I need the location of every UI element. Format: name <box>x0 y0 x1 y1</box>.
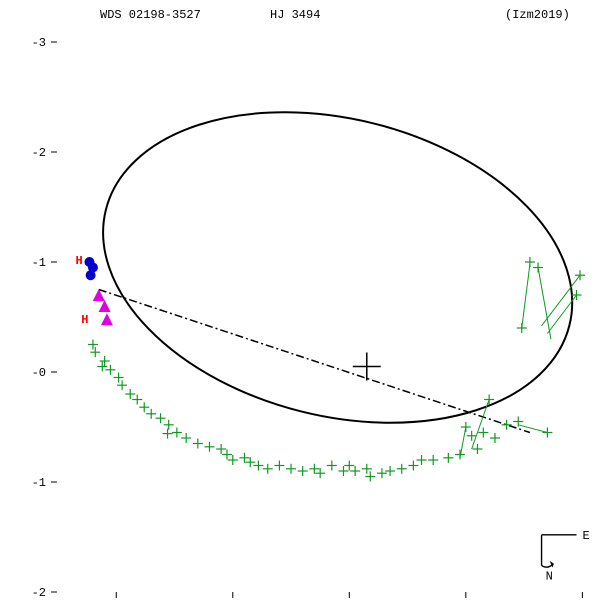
obs-point-green <box>274 461 284 471</box>
obs-point-green <box>239 453 249 463</box>
orbit-ellipse <box>70 66 600 470</box>
obs-point-green <box>338 466 348 476</box>
obs-point-green <box>472 444 482 454</box>
title-right: (Izm2019) <box>505 8 570 22</box>
ytick-label: -1 <box>32 256 46 270</box>
marker-label-h: H <box>75 254 82 268</box>
obs-point-green <box>525 257 535 267</box>
obs-point-green <box>385 466 395 476</box>
marker-label-h: H <box>81 313 88 327</box>
obs-point-green <box>502 420 512 430</box>
obs-point-green <box>513 417 523 427</box>
compass-label-e: E <box>583 529 590 543</box>
obs-point-green <box>315 468 325 478</box>
obs-point-green <box>216 444 226 454</box>
obs-point-green <box>490 433 500 443</box>
obs-point-green <box>90 347 100 357</box>
obs-point-green <box>222 450 232 460</box>
obs-point-green <box>88 340 98 350</box>
obs-point-green <box>156 413 166 423</box>
obs-point-green <box>443 453 453 463</box>
obs-point-green <box>533 263 543 273</box>
obs-point-green <box>286 464 296 474</box>
line-of-nodes <box>99 290 530 433</box>
obs-point-green <box>132 395 142 405</box>
residual-line <box>522 264 530 328</box>
obs-point-green <box>193 439 203 449</box>
obs-point-green <box>263 464 273 474</box>
title-left: WDS 02198-3527 <box>100 8 201 22</box>
obs-point-green <box>461 422 471 432</box>
obs-point-green <box>484 395 494 405</box>
obs-point-green <box>100 356 110 366</box>
ytick-label: -3 <box>32 36 46 50</box>
obs-point-green <box>228 455 238 465</box>
obs-point-green <box>455 450 465 460</box>
obs-point-magenta <box>99 300 111 312</box>
residual-line <box>518 425 547 433</box>
residual-line <box>460 427 466 458</box>
residual-line <box>472 400 489 450</box>
orbit-plot: WDS 02198-3527 HJ 3494 (Izm2019) -2 -1 -0 -1 -2… <box>0 0 600 600</box>
obs-point-green <box>542 428 552 438</box>
obs-point-green <box>327 461 337 471</box>
obs-point-green <box>139 402 149 412</box>
ytick-label: -2 <box>32 586 46 600</box>
obs-point-green <box>204 442 214 452</box>
obs-point-green <box>408 461 418 471</box>
obs-point-green <box>397 464 407 474</box>
obs-point-green <box>181 433 191 443</box>
compass-label-n: N <box>546 570 553 584</box>
obs-point-green <box>428 455 438 465</box>
residual-line <box>538 268 551 340</box>
obs-point-green <box>417 455 427 465</box>
ytick-label: -1 <box>32 476 46 490</box>
obs-point-green <box>163 429 173 439</box>
obs-point-green <box>125 389 135 399</box>
residual-line <box>542 275 580 326</box>
obs-point-green <box>172 428 182 438</box>
title-center: HJ 3494 <box>270 8 320 22</box>
obs-point-magenta <box>101 313 113 325</box>
obs-point-green <box>517 323 527 333</box>
obs-point-green <box>309 464 319 474</box>
obs-point-green <box>350 466 360 476</box>
obs-point-green <box>344 461 354 471</box>
obs-point-green <box>478 428 488 438</box>
obs-point-blue <box>86 270 96 280</box>
ytick-label: -0 <box>32 366 46 380</box>
obs-point-green <box>146 409 156 419</box>
ytick-label: -2 <box>32 146 46 160</box>
obs-point-green <box>298 466 308 476</box>
obs-point-green <box>575 270 585 280</box>
obs-point-green <box>377 468 387 478</box>
obs-point-green <box>164 420 174 430</box>
